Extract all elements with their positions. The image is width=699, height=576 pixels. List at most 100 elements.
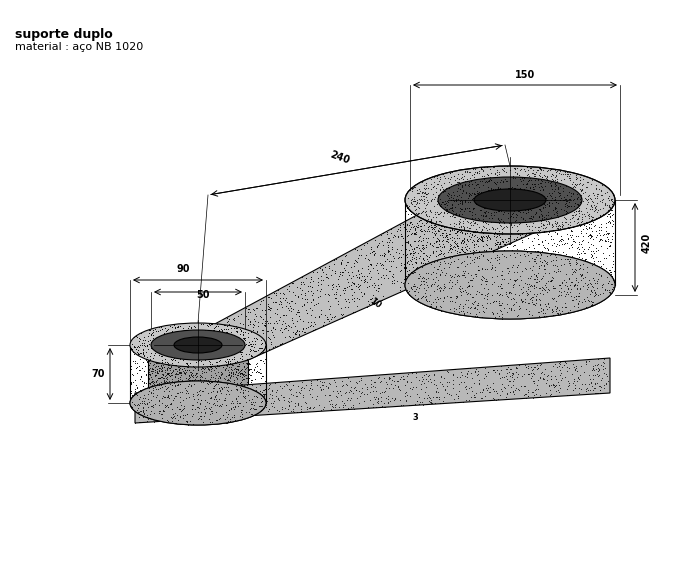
Point bbox=[494, 220, 505, 229]
Point bbox=[462, 225, 473, 234]
Point bbox=[596, 186, 607, 195]
Point bbox=[166, 338, 177, 347]
Point bbox=[565, 169, 576, 178]
Point bbox=[161, 412, 172, 421]
Point bbox=[146, 403, 157, 412]
Point bbox=[489, 205, 500, 214]
Point bbox=[143, 378, 154, 387]
Point bbox=[207, 350, 218, 359]
Point bbox=[421, 214, 433, 223]
Point bbox=[522, 385, 533, 395]
Point bbox=[573, 200, 584, 210]
Point bbox=[448, 370, 459, 379]
Point bbox=[421, 278, 432, 287]
Point bbox=[241, 358, 252, 367]
Point bbox=[504, 204, 515, 213]
Point bbox=[430, 280, 441, 289]
Point bbox=[254, 311, 266, 320]
Point bbox=[256, 395, 267, 404]
Point bbox=[415, 293, 426, 302]
Point bbox=[179, 369, 190, 378]
Point bbox=[529, 219, 540, 229]
Point bbox=[432, 266, 443, 275]
Point bbox=[161, 391, 172, 400]
Point bbox=[604, 204, 615, 213]
Point bbox=[492, 228, 503, 237]
Point bbox=[426, 210, 438, 219]
Point bbox=[491, 202, 502, 211]
Point bbox=[554, 188, 565, 197]
Point bbox=[591, 204, 602, 214]
Point bbox=[179, 379, 190, 388]
Point bbox=[187, 344, 199, 353]
Point bbox=[396, 372, 407, 381]
Point bbox=[480, 211, 491, 220]
Point bbox=[200, 384, 211, 393]
Point bbox=[472, 198, 483, 207]
Point bbox=[234, 378, 245, 388]
Point bbox=[601, 369, 612, 378]
Point bbox=[252, 340, 263, 349]
Point bbox=[316, 384, 327, 393]
Point bbox=[530, 246, 541, 255]
Point bbox=[421, 295, 432, 305]
Point bbox=[487, 393, 498, 402]
Point bbox=[477, 166, 488, 176]
Point bbox=[510, 202, 521, 211]
Point bbox=[222, 358, 233, 367]
Point bbox=[565, 196, 576, 206]
Point bbox=[487, 260, 498, 270]
Point bbox=[243, 359, 254, 368]
Point bbox=[525, 195, 536, 204]
Point bbox=[488, 395, 499, 404]
Point bbox=[177, 361, 188, 370]
Point bbox=[248, 352, 259, 361]
Point bbox=[145, 354, 156, 363]
Point bbox=[131, 390, 143, 399]
Point bbox=[524, 273, 535, 282]
Point bbox=[238, 333, 249, 342]
Point bbox=[543, 201, 554, 210]
Point bbox=[530, 212, 541, 221]
Point bbox=[553, 240, 564, 249]
Point bbox=[574, 265, 585, 274]
Point bbox=[233, 342, 245, 351]
Point bbox=[144, 370, 155, 379]
Point bbox=[437, 198, 448, 207]
Point bbox=[164, 393, 175, 403]
Point bbox=[172, 340, 183, 350]
Point bbox=[484, 219, 496, 229]
Point bbox=[563, 271, 575, 281]
Point bbox=[588, 274, 599, 283]
Point bbox=[589, 275, 600, 285]
Point bbox=[457, 274, 468, 283]
Point bbox=[480, 204, 491, 213]
Point bbox=[237, 340, 248, 350]
Point bbox=[208, 336, 219, 346]
Point bbox=[214, 354, 225, 363]
Point bbox=[528, 234, 539, 243]
Point bbox=[571, 200, 582, 210]
Point bbox=[472, 200, 483, 209]
Point bbox=[593, 190, 604, 199]
Point bbox=[159, 380, 171, 389]
Point bbox=[222, 362, 233, 371]
Point bbox=[419, 262, 430, 271]
Point bbox=[510, 197, 521, 206]
Point bbox=[574, 374, 585, 383]
Point bbox=[358, 288, 369, 297]
Point bbox=[185, 381, 196, 391]
Point bbox=[136, 395, 147, 404]
Point bbox=[519, 249, 530, 259]
Point bbox=[512, 204, 523, 214]
Point bbox=[177, 339, 188, 348]
Point bbox=[147, 402, 158, 411]
Point bbox=[141, 411, 152, 420]
Point bbox=[229, 352, 240, 361]
Point bbox=[491, 271, 503, 281]
Point bbox=[143, 347, 154, 356]
Point bbox=[407, 245, 418, 254]
Point bbox=[453, 211, 464, 220]
Point bbox=[463, 277, 474, 286]
Point bbox=[504, 191, 515, 200]
